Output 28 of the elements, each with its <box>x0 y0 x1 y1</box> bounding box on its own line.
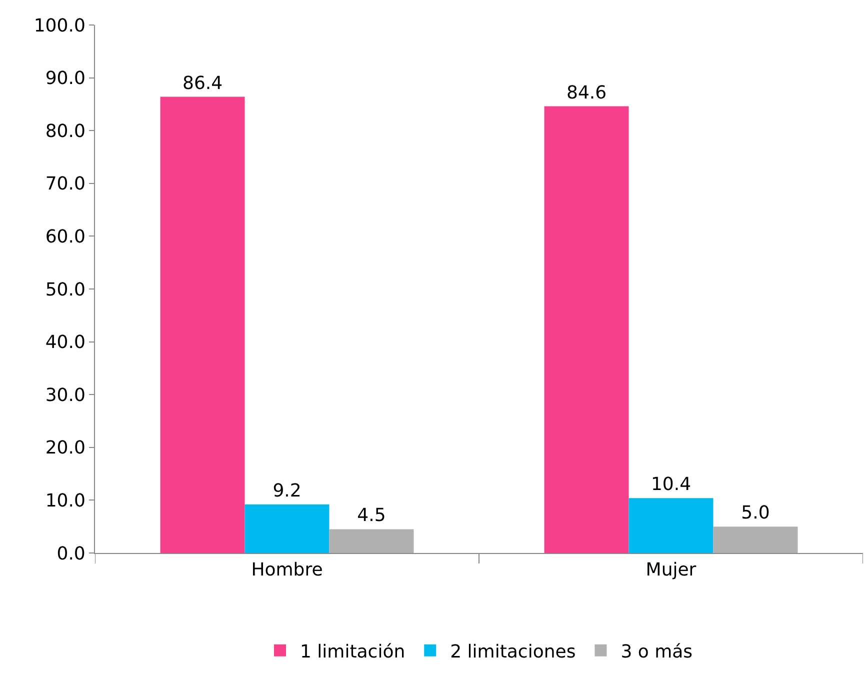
data-label: 10.4 <box>650 474 692 496</box>
data-label: 5.0 <box>741 502 770 524</box>
bar <box>713 526 798 553</box>
y-tick-label: 10.0 <box>45 490 86 512</box>
bar <box>544 106 629 553</box>
y-tick-label: 80.0 <box>45 120 86 142</box>
y-tick-label: 50.0 <box>45 279 86 300</box>
bar <box>244 504 330 553</box>
legend-label: 1 limitación <box>300 641 406 662</box>
y-tick-label: 70.0 <box>45 174 86 195</box>
data-label: 86.4 <box>182 72 223 94</box>
bar <box>628 498 714 553</box>
x-tick-label: Hombre <box>251 560 323 581</box>
y-tick-label: 30.0 <box>45 384 86 406</box>
x-tick-label: Mujer <box>646 560 697 581</box>
y-tick-label: 40.0 <box>45 332 86 354</box>
bar <box>329 529 414 553</box>
data-label: 84.6 <box>566 82 607 104</box>
y-tick-label: 0.0 <box>56 543 86 564</box>
y-tick-label: 100.0 <box>34 15 86 36</box>
legend-label: 3 o más <box>620 641 693 662</box>
data-label: 9.2 <box>272 480 302 502</box>
data-label: 4.5 <box>357 505 386 526</box>
y-tick-label: 90.0 <box>45 68 86 90</box>
y-tick-label: 60.0 <box>45 226 86 248</box>
legend-label: 2 limitaciones <box>450 641 576 662</box>
bar <box>160 96 245 553</box>
y-tick-label: 20.0 <box>45 438 86 459</box>
